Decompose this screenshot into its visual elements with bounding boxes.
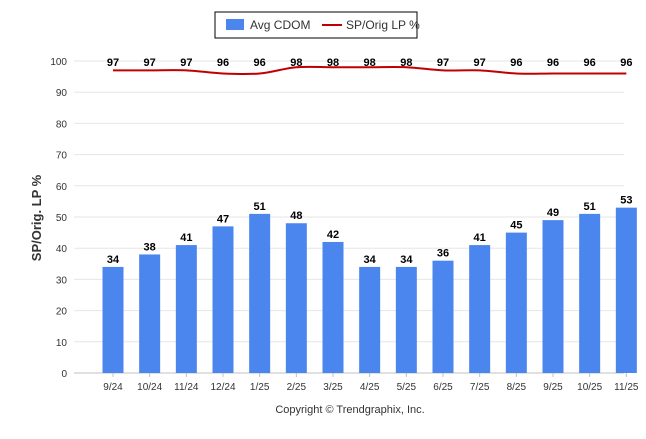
x-tick-label: 7/25 bbox=[470, 382, 490, 393]
bar[interactable] bbox=[615, 207, 637, 373]
bar-value-label: 36 bbox=[437, 248, 449, 260]
x-tick-label: 2/25 bbox=[287, 382, 307, 393]
y-tick-label: 70 bbox=[56, 151, 68, 162]
y-tick-label: 90 bbox=[56, 88, 68, 99]
bar[interactable] bbox=[322, 241, 344, 373]
bar[interactable] bbox=[542, 220, 564, 373]
bar-value-label: 38 bbox=[144, 241, 156, 253]
line-value-label: 98 bbox=[400, 57, 412, 69]
y-tick-label: 10 bbox=[56, 338, 68, 349]
bar-value-label: 53 bbox=[620, 195, 632, 207]
x-tick-label: 10/25 bbox=[577, 382, 602, 393]
bar[interactable] bbox=[432, 260, 454, 373]
bar-value-label: 41 bbox=[180, 232, 192, 244]
y-tick-label: 50 bbox=[56, 213, 68, 224]
legend-label-sp-orig-lp: SP/Orig LP % bbox=[346, 18, 420, 32]
x-tick-label: 4/25 bbox=[360, 382, 380, 393]
y-tick-label: 20 bbox=[56, 307, 68, 318]
bar-value-label: 42 bbox=[327, 229, 339, 241]
copyright-footer: Copyright © Trendgraphix, Inc. bbox=[275, 404, 424, 416]
bar[interactable] bbox=[469, 245, 491, 373]
bar-value-label: 34 bbox=[364, 254, 377, 266]
x-tick-label: 11/25 bbox=[614, 382, 639, 393]
bar-value-label: 34 bbox=[400, 254, 413, 266]
line-value-label: 96 bbox=[217, 57, 229, 69]
line-series bbox=[112, 65, 627, 76]
legend[interactable]: Avg CDOM SP/Orig LP % bbox=[214, 11, 420, 39]
line-value-label: 97 bbox=[474, 57, 486, 69]
bar[interactable] bbox=[579, 213, 601, 373]
x-tick-label: 12/24 bbox=[210, 382, 235, 393]
bar[interactable] bbox=[249, 213, 271, 373]
bar[interactable] bbox=[285, 223, 307, 373]
x-tick-label: 10/24 bbox=[137, 382, 162, 393]
line-value-label: 96 bbox=[620, 57, 632, 69]
bar-series bbox=[102, 207, 637, 373]
x-tick-label: 9/25 bbox=[543, 382, 563, 393]
gridlines bbox=[74, 60, 624, 374]
line-value-label: 96 bbox=[547, 57, 559, 69]
y-tick-label: 30 bbox=[56, 275, 68, 286]
line-value-label: 96 bbox=[584, 57, 596, 69]
line-value-label: 97 bbox=[107, 57, 119, 69]
x-tick-label: 3/25 bbox=[323, 382, 343, 393]
y-axis-ticks: 0 10 20 30 40 50 60 70 80 90 100 bbox=[50, 57, 67, 380]
bar[interactable] bbox=[359, 266, 381, 373]
y-axis-label: SP/Orig. LP % bbox=[29, 174, 44, 261]
bar-value-label: 51 bbox=[254, 201, 266, 213]
x-tick-label: 11/24 bbox=[174, 382, 199, 393]
line-value-label: 96 bbox=[254, 57, 266, 69]
y-tick-label: 60 bbox=[56, 182, 68, 193]
line-value-label: 98 bbox=[290, 57, 302, 69]
y-tick-label: 0 bbox=[61, 369, 67, 380]
legend-box bbox=[214, 11, 418, 39]
x-tick-label: 6/25 bbox=[433, 382, 453, 393]
x-tick-label: 9/24 bbox=[103, 382, 123, 393]
x-tick-label: 8/25 bbox=[507, 382, 527, 393]
legend-swatch-avg-cdom bbox=[226, 19, 244, 30]
bar-value-label: 47 bbox=[217, 213, 229, 225]
line-value-label: 97 bbox=[437, 57, 449, 69]
x-tick-label: 1/25 bbox=[250, 382, 270, 393]
legend-label-avg-cdom: Avg CDOM bbox=[250, 18, 310, 32]
bar[interactable] bbox=[212, 226, 234, 373]
bar[interactable] bbox=[139, 254, 161, 373]
y-tick-label: 100 bbox=[50, 57, 67, 68]
y-tick-label: 80 bbox=[56, 119, 68, 130]
line-value-label: 97 bbox=[144, 57, 156, 69]
line-value-label: 96 bbox=[510, 57, 522, 69]
line-value-label: 98 bbox=[364, 57, 376, 69]
bar[interactable] bbox=[175, 245, 197, 373]
bar[interactable] bbox=[395, 266, 417, 373]
bar-value-label: 49 bbox=[547, 207, 559, 219]
y-tick-label: 40 bbox=[56, 244, 68, 255]
x-tick-label: 5/25 bbox=[397, 382, 417, 393]
line-path-sp-orig-lp[interactable] bbox=[112, 65, 627, 76]
bar-value-label: 48 bbox=[290, 210, 302, 222]
bar-data-labels: 34 38 41 47 51 48 42 34 34 36 41 45 49 51 53 bbox=[107, 195, 633, 266]
bar[interactable] bbox=[505, 232, 527, 373]
line-data-labels: 97 97 97 96 96 98 98 98 98 97 97 96 96 96 96 bbox=[107, 57, 633, 69]
line-value-label: 97 bbox=[180, 57, 192, 69]
bar-value-label: 51 bbox=[584, 201, 596, 213]
x-axis-ticks: 9/24 10/24 11/24 12/24 1/25 2/25 3/25 4/25 5/25 6… bbox=[103, 373, 639, 393]
bar-value-label: 45 bbox=[510, 220, 522, 232]
bar-value-label: 34 bbox=[107, 254, 120, 266]
line-value-label: 98 bbox=[327, 57, 339, 69]
bar[interactable] bbox=[102, 266, 124, 373]
bar-value-label: 41 bbox=[474, 232, 486, 244]
